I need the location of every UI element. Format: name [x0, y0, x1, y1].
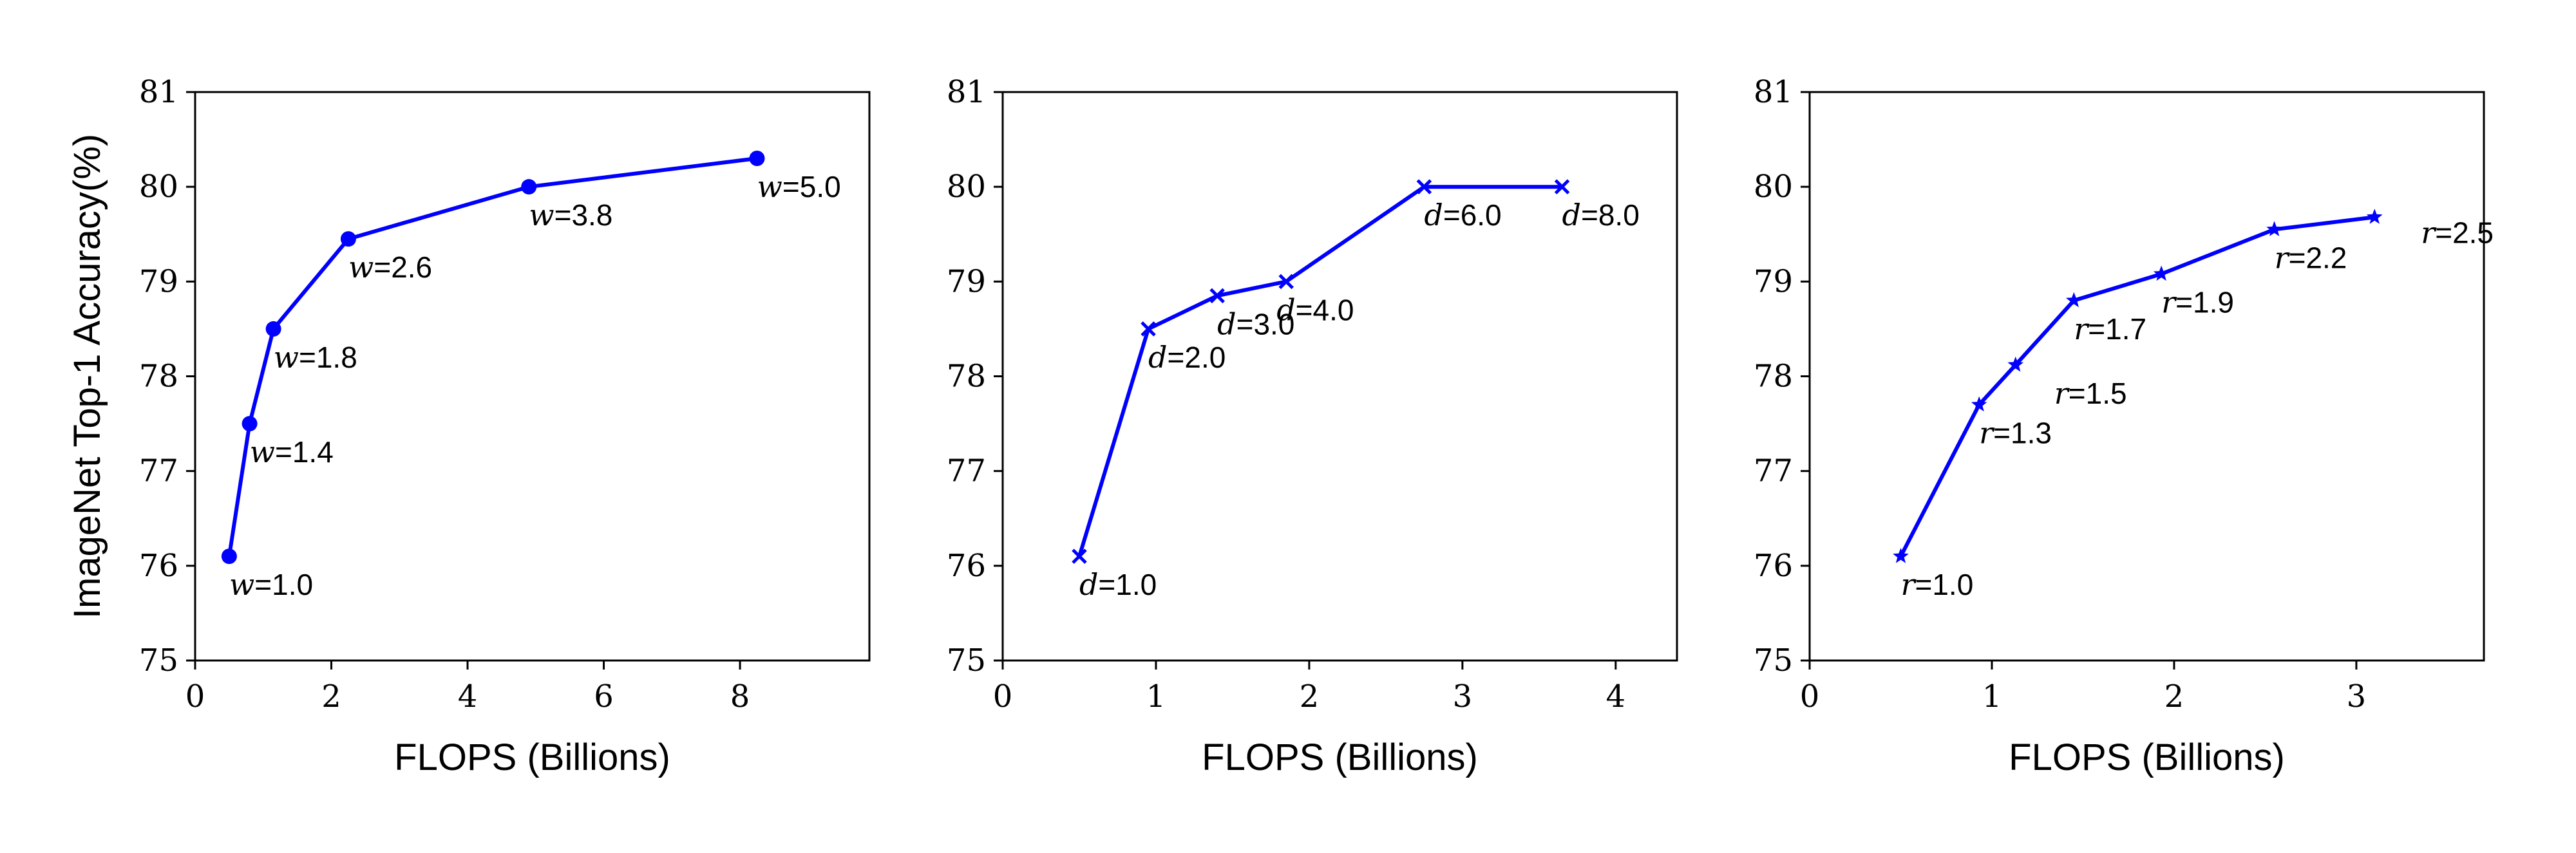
point-label: d=6.0: [1424, 198, 1501, 232]
data-point: [1971, 396, 1987, 412]
data-point: [1141, 321, 1156, 337]
chart-panel-1: 0 2 4 6 8 75 76 77 78 79 80 81 FLOPS (Billions) Image…: [66, 74, 871, 778]
y-tick-label: 76: [1754, 548, 1793, 584]
point-label: d=1.0: [1079, 567, 1157, 602]
series-line: [227, 156, 757, 557]
point-label: w=5.0: [757, 169, 841, 204]
x-tick-label: 1: [1982, 679, 2002, 715]
y-tick-label: 78: [1754, 359, 1793, 395]
y-tick-label: 77: [947, 453, 986, 489]
y-tick-label: 76: [139, 548, 178, 584]
data-point: [242, 416, 258, 432]
data-point: [340, 231, 356, 247]
y-tick-label: 81: [1754, 74, 1793, 110]
y-tick-label: 80: [1754, 169, 1793, 205]
data-point: [1072, 548, 1087, 564]
data-point: [1554, 179, 1570, 194]
point-label: r=1.7: [2074, 312, 2146, 346]
y-tick-label: 79: [947, 263, 986, 299]
y-tick-label: 80: [139, 169, 178, 205]
y-tick-label: 79: [139, 263, 178, 299]
data-point: [2065, 292, 2082, 308]
x-tick-label: 1: [1146, 679, 1166, 715]
point-label: w=3.8: [529, 198, 612, 232]
x-tick-label: 2: [2164, 679, 2184, 715]
data-point: [1416, 179, 1432, 194]
y-tick-label: 78: [139, 359, 178, 395]
x-tick-label: 4: [458, 679, 478, 715]
point-label: r=1.3: [1979, 416, 2052, 451]
x-tick-label: 4: [1606, 679, 1626, 715]
data-point: [1209, 288, 1225, 304]
x-axis-title: FLOPS (Billions): [394, 736, 670, 778]
data-point: [2366, 209, 2383, 224]
point-label: d=2.0: [1148, 340, 1226, 375]
y-tick-label: 79: [1754, 263, 1793, 299]
data-point: [749, 151, 765, 167]
point-label: d=3.0: [1217, 306, 1294, 341]
x-tick-label: 0: [185, 679, 205, 715]
data-point: [265, 321, 281, 337]
x-tick-label: 0: [1800, 679, 1820, 715]
y-axis-title: ImageNet Top-1 Accuracy(%): [66, 134, 108, 619]
x-tick-label: 3: [1453, 679, 1473, 715]
point-label: r=2.5: [2421, 215, 2494, 250]
y-tick-label: 77: [1754, 453, 1793, 489]
data-point: [1893, 548, 1909, 563]
point-label: r=1.5: [2054, 376, 2127, 411]
point-label: d=4.0: [1276, 292, 1354, 327]
y-tick-label: 78: [947, 359, 986, 395]
series-line: [1077, 185, 1562, 557]
x-axis-title: FLOPS (Billions): [2009, 736, 2285, 778]
x-tick-label: 8: [730, 679, 750, 715]
data-point: [521, 179, 537, 195]
data-point: [2153, 265, 2170, 281]
data-point: [2007, 356, 2024, 372]
x-axis-title: FLOPS (Billions): [1202, 736, 1478, 778]
y-tick-label: 75: [947, 642, 986, 679]
x-tick-label: 3: [2347, 679, 2367, 715]
x-tick-label: 0: [993, 679, 1013, 715]
y-tick-label: 75: [1754, 642, 1793, 679]
data-point: [1278, 274, 1294, 290]
point-label: w=2.6: [348, 250, 432, 285]
y-tick-label: 75: [139, 642, 178, 679]
point-label: d=8.0: [1562, 198, 1640, 232]
y-tick-label: 77: [139, 453, 178, 489]
x-tick-label: 2: [321, 679, 341, 715]
point-label: r=2.2: [2275, 240, 2347, 275]
y-tick-label: 81: [947, 74, 986, 110]
point-label: r=1.0: [1900, 567, 1973, 602]
data-point: [221, 548, 237, 565]
y-tick-label: 76: [947, 548, 986, 584]
point-label: w=1.0: [229, 567, 313, 602]
x-tick-label: 6: [594, 679, 614, 715]
x-tick-label: 2: [1300, 679, 1320, 715]
data-point: [2266, 221, 2282, 236]
chart-panel-3: 0 1 2 3 75 76 77 78 79 80 81 FLOPS (Billions) r=1.0 r…: [1754, 74, 2494, 778]
point-label: w=1.4: [250, 435, 334, 469]
chart-panel-2: 0 1 2 3 4 75 76 77 78 79 80 81 FLOPS (Billions) d=1.0…: [947, 74, 1678, 778]
y-tick-label: 80: [947, 169, 986, 205]
point-label: r=1.9: [2161, 285, 2234, 320]
y-tick-label: 81: [139, 74, 178, 110]
point-label: w=1.8: [274, 340, 357, 375]
